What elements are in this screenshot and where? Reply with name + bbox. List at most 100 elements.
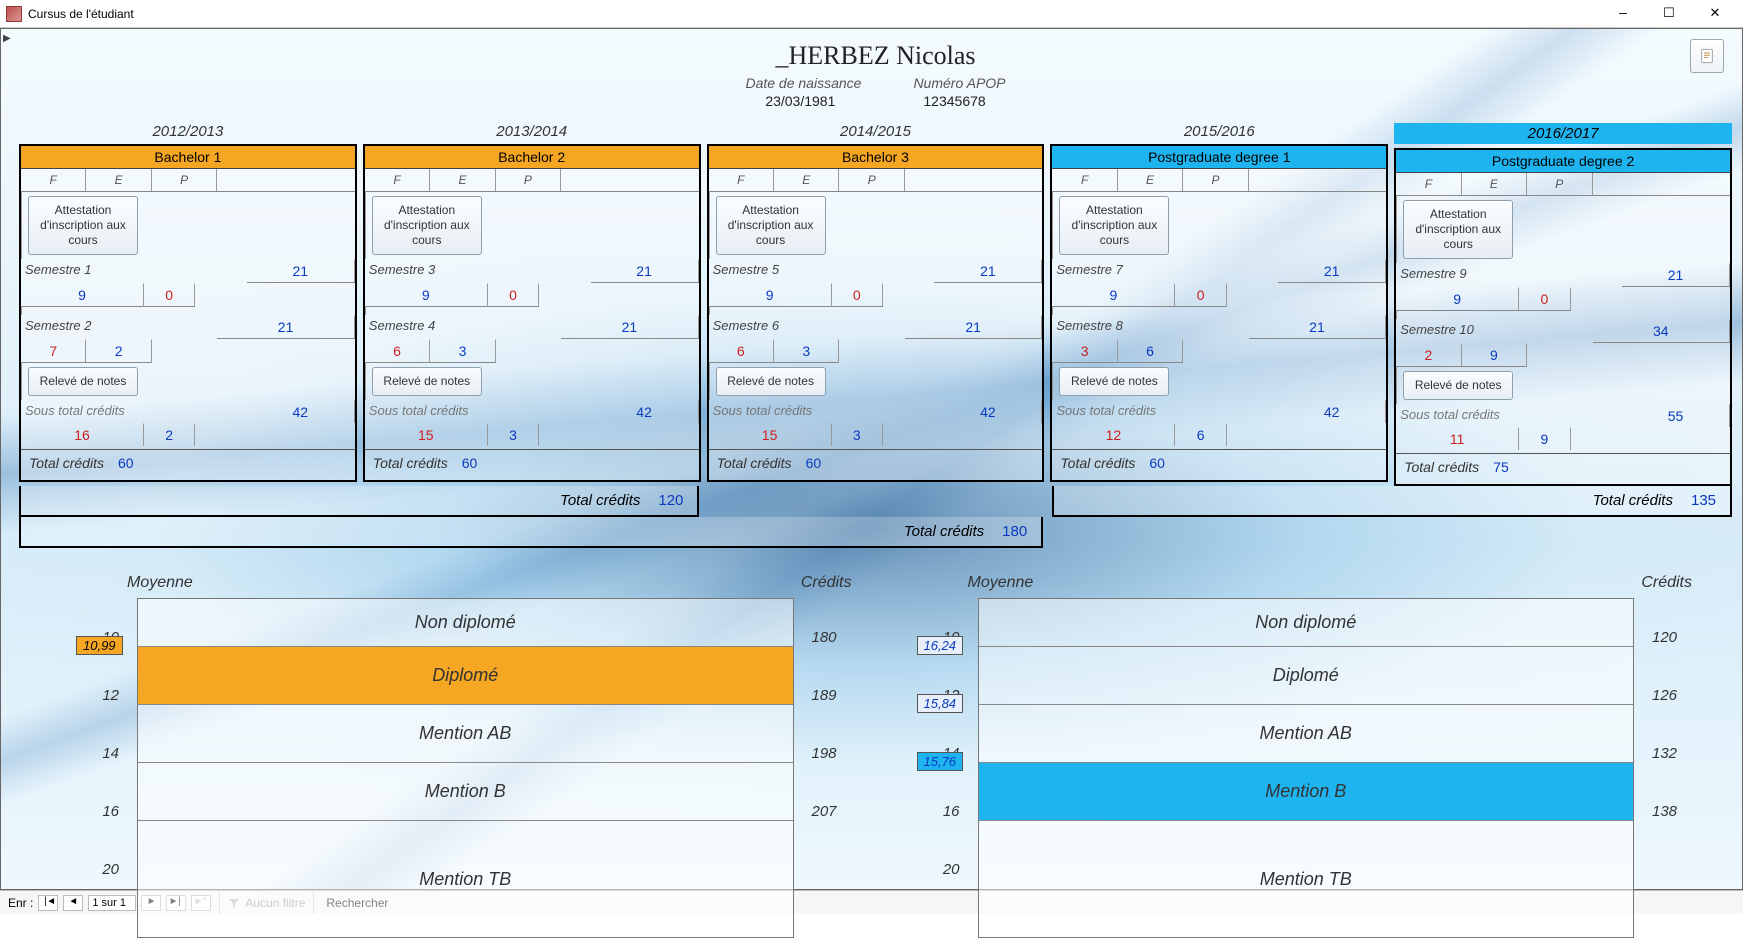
grade-band: 15,76Mention B — [979, 763, 1634, 821]
attestation-button[interactable]: Attestation d'inscription aux cours — [28, 196, 138, 255]
year-label: 2013/2014 — [363, 123, 701, 140]
group-total-pg12: Total crédits 135 — [1052, 486, 1732, 517]
subtotal-label: Sous total crédits — [365, 400, 591, 423]
credits-tick: 138 — [1644, 762, 1702, 820]
apop-label: Numéro APOP — [913, 75, 1005, 91]
report-button[interactable] — [1690, 39, 1724, 73]
subtotal-label: Sous total crédits — [1396, 404, 1622, 427]
sem2-e: 6 — [365, 339, 430, 363]
col-e-header: E — [86, 169, 151, 191]
sem1-p: 0 — [488, 283, 539, 307]
sem2-f: 21 — [905, 315, 1042, 339]
credits-tick: 198 — [804, 704, 862, 762]
subtotal-label: Sous total crédits — [709, 400, 935, 423]
sem1-e: 9 — [21, 283, 144, 307]
degree-box: Bachelor 1 F E P Semestre 1 Attestation … — [19, 144, 357, 482]
grade-bands: Non diplomé16,24Diplomé15,84Mention AB15… — [978, 598, 1635, 938]
grade-band: Non diplomé — [138, 599, 793, 647]
sem1-f: 21 — [934, 259, 1042, 283]
moyenne-header: Moyenne — [968, 574, 1034, 592]
attestation-button[interactable]: Attestation d'inscription aux cours — [1403, 200, 1513, 259]
year-col-0: 2012/2013 Bachelor 1 F E P Semestre 1 At… — [19, 123, 357, 486]
grade-bands: Non diplomé10,99DiploméMention ABMention… — [137, 598, 794, 938]
grade-panels: Moyenne Crédits 1012141620 Non diplomé10… — [19, 574, 1732, 938]
releve-button[interactable]: Relevé de notes — [1059, 367, 1169, 396]
year-total: Total crédits 60 — [365, 449, 699, 476]
sem-label: Semestre 8 — [1052, 315, 1248, 339]
subtotal-f: 42 — [591, 400, 699, 423]
document-icon — [1698, 47, 1716, 65]
degree-title: Postgraduate degree 2 — [1396, 150, 1730, 173]
releve-button[interactable]: Relevé de notes — [716, 367, 826, 396]
credits-header: Crédits — [801, 574, 852, 592]
degree-title: Bachelor 3 — [709, 146, 1043, 169]
grade-band: 10,99Diplomé — [138, 647, 793, 705]
releve-button[interactable]: Relevé de notes — [372, 367, 482, 396]
sem-label: Semestre 10 — [1396, 319, 1592, 343]
attestation-button[interactable]: Attestation d'inscription aux cours — [372, 196, 482, 255]
sem1-p: 0 — [832, 283, 883, 307]
col-p-header: P — [1527, 173, 1592, 195]
sem2-f: 21 — [217, 315, 354, 339]
subtotal-e: 15 — [365, 423, 488, 446]
attestation-button[interactable]: Attestation d'inscription aux cours — [1059, 196, 1169, 255]
axis-tick: 14 — [49, 704, 127, 762]
sem-label: Semestre 1 — [21, 259, 247, 283]
year-label: 2014/2015 — [707, 123, 1045, 140]
sem1-e: 9 — [709, 283, 832, 307]
degree-title: Postgraduate degree 1 — [1052, 146, 1386, 169]
year-label: 2012/2013 — [19, 123, 357, 140]
col-p-header: P — [1183, 169, 1248, 191]
sem1-e: 9 — [365, 283, 488, 307]
close-button[interactable]: ✕ — [1693, 3, 1737, 25]
releve-button[interactable]: Relevé de notes — [28, 367, 138, 396]
app-icon — [6, 6, 22, 22]
sem2-p: 2 — [86, 339, 151, 363]
degree-box: Bachelor 3 F E P Semestre 5 Attestation … — [707, 144, 1045, 482]
record-selector[interactable]: ▶ — [3, 33, 11, 44]
sem2-p: 3 — [774, 339, 839, 363]
subtotal-f: 42 — [247, 400, 355, 423]
form-body: ▶ _HERBEZ Nicolas Date de naissance Numé… — [0, 28, 1743, 890]
subtotal-label: Sous total crédits — [21, 400, 247, 423]
sem2-p: 6 — [1118, 339, 1183, 363]
sem2-p: 3 — [430, 339, 495, 363]
col-f-header: F — [1396, 173, 1461, 195]
credits-tick: 180 — [804, 598, 862, 646]
sem-label: Semestre 7 — [1052, 259, 1278, 283]
grade-band: 15,84Mention AB — [979, 705, 1634, 763]
degree-box: Postgraduate degree 2 F E P Semestre 9 A… — [1394, 148, 1732, 486]
degree-title: Bachelor 1 — [21, 146, 355, 169]
releve-button[interactable]: Relevé de notes — [1403, 371, 1513, 400]
minimize-button[interactable]: — — [1601, 3, 1645, 25]
sem2-f: 34 — [1593, 319, 1730, 343]
sem2-e: 6 — [709, 339, 774, 363]
col-e-header: E — [430, 169, 495, 191]
grade-band: Mention B — [138, 763, 793, 821]
grade-panel-postgrad: Moyenne Crédits 1012141620 Non diplomé16… — [890, 574, 1703, 938]
year-total: Total crédits 60 — [1052, 449, 1386, 476]
years-row: 2012/2013 Bachelor 1 F E P Semestre 1 At… — [19, 123, 1732, 486]
col-p-header: P — [152, 169, 217, 191]
subtotal-p: 2 — [144, 423, 195, 446]
sem2-p: 9 — [1462, 343, 1527, 367]
maximize-button[interactable]: ☐ — [1647, 3, 1691, 25]
sem2-e: 2 — [1396, 343, 1461, 367]
col-e-header: E — [774, 169, 839, 191]
year-total: Total crédits 60 — [709, 449, 1043, 476]
sem1-p: 0 — [1175, 283, 1226, 307]
attestation-button[interactable]: Attestation d'inscription aux cours — [716, 196, 826, 255]
sem-label: Semestre 5 — [709, 259, 935, 283]
col-p-header: P — [839, 169, 904, 191]
moyenne-badge: 10,99 — [76, 636, 123, 655]
sem1-f: 21 — [591, 259, 699, 283]
sem2-e: 3 — [1052, 339, 1117, 363]
degree-box: Bachelor 2 F E P Semestre 3 Attestation … — [363, 144, 701, 482]
sem-label: Semestre 9 — [1396, 263, 1622, 287]
apop-value: 12345678 — [923, 93, 985, 109]
year-col-1: 2013/2014 Bachelor 2 F E P Semestre 3 At… — [363, 123, 701, 486]
grade-band: Mention TB — [138, 821, 793, 937]
subtotal-p: 9 — [1519, 427, 1570, 450]
degree-title: Bachelor 2 — [365, 146, 699, 169]
year-col-2: 2014/2015 Bachelor 3 F E P Semestre 5 At… — [707, 123, 1045, 486]
